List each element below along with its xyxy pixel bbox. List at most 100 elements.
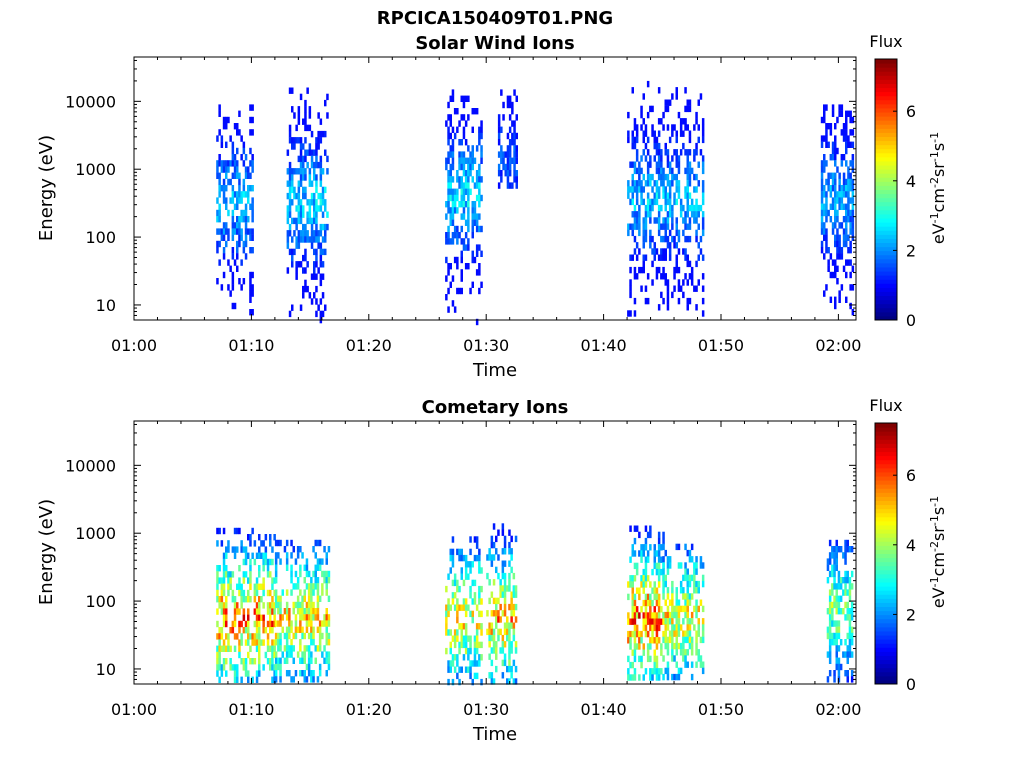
flux-cell [295, 217, 298, 225]
flux-cell [693, 605, 696, 613]
flux-cell [837, 657, 841, 664]
flux-cell [846, 589, 849, 596]
flux-cell [475, 542, 479, 549]
flux-cell [258, 602, 261, 609]
flux-cell [305, 601, 309, 609]
flux-cell [512, 610, 516, 617]
flux-cell [229, 627, 232, 634]
flux-cell [451, 561, 455, 568]
flux-cell [662, 217, 665, 224]
flux-cell [851, 234, 855, 241]
flux-cell [291, 261, 294, 268]
cometary-colorbar-label: eV-1cm-2sr-1s-1 [928, 496, 948, 608]
colorbar-segment [875, 112, 897, 117]
flux-cell [247, 670, 250, 677]
flux-cell [842, 123, 846, 130]
flux-cell [249, 185, 252, 192]
flux-cell [288, 130, 292, 138]
flux-cell [655, 661, 659, 669]
flux-cell [478, 188, 481, 195]
flux-cell [464, 641, 468, 649]
flux-cell [447, 287, 450, 295]
flux-cell [664, 611, 667, 619]
flux-cell [218, 658, 221, 665]
flux-cell [662, 192, 665, 199]
flux-cell [828, 620, 832, 627]
flux-cell [627, 637, 630, 644]
flux-cell [460, 269, 463, 276]
flux-cell [649, 606, 652, 613]
flux-cell [247, 185, 250, 192]
flux-cell [835, 657, 838, 664]
flux-cell [225, 552, 228, 559]
flux-cell [462, 244, 466, 251]
flux-cell [242, 209, 246, 217]
flux-cell [497, 616, 500, 623]
flux-cell [649, 544, 652, 551]
flux-cell [296, 608, 300, 615]
flux-cell [321, 211, 325, 218]
flux-cell [844, 558, 847, 565]
flux-cell [319, 223, 323, 231]
flux-cell [695, 229, 698, 237]
flux-cell [638, 248, 641, 255]
flux-cell [490, 610, 494, 617]
flux-cell [227, 259, 230, 266]
flux-cell [653, 637, 656, 644]
flux-cell [688, 273, 692, 280]
flux-cell [701, 667, 705, 675]
flux-cell [317, 205, 320, 212]
flux-cell [675, 587, 678, 594]
flux-cell [827, 141, 830, 148]
flux-cell [262, 552, 265, 559]
flux-cell [231, 627, 235, 634]
colorbar-segment [875, 254, 897, 260]
flux-cell [464, 95, 468, 102]
flux-cell [682, 217, 685, 224]
flux-cell [222, 178, 226, 186]
flux-cell [673, 198, 676, 206]
flux-cell [627, 310, 630, 317]
flux-cell [288, 124, 292, 132]
flux-cell [503, 579, 507, 586]
flux-cell [675, 186, 678, 193]
flux-cell [677, 155, 681, 162]
flux-cell [271, 664, 274, 671]
flux-cell [301, 632, 304, 640]
flux-cell [684, 217, 687, 224]
flux-cell [458, 666, 461, 673]
colorbar-segment [875, 283, 897, 288]
flux-cell [291, 168, 294, 175]
flux-cell [227, 577, 230, 584]
flux-cell [514, 535, 518, 543]
flux-cell [318, 645, 322, 652]
flux-cell [677, 297, 681, 305]
x-tick-label: 01:20 [346, 336, 392, 355]
flux-cell [675, 642, 678, 650]
flux-cell [229, 577, 232, 584]
flux-cell [486, 554, 489, 561]
flux-cell [627, 136, 630, 144]
flux-cell [258, 639, 261, 646]
flux-cell [321, 651, 324, 658]
flux-cell [847, 110, 850, 117]
flux-cell [679, 130, 683, 137]
flux-cell [229, 135, 232, 142]
flux-cell [471, 598, 474, 605]
x-tick-label: 01:10 [228, 700, 274, 719]
flux-cell [480, 145, 483, 152]
flux-cell [679, 124, 683, 131]
flux-cell [253, 620, 257, 628]
flux-cell [499, 579, 502, 586]
flux-cell [451, 145, 455, 152]
flux-cell [281, 651, 284, 658]
flux-cell [831, 552, 834, 559]
flux-cell [317, 230, 320, 237]
flux-cell [218, 633, 221, 640]
flux-cell [642, 254, 645, 261]
y-tick-label: 100 [85, 228, 116, 247]
flux-cell [294, 614, 298, 621]
flux-cell [327, 663, 331, 671]
flux-cell [318, 620, 322, 627]
flux-cell [236, 172, 239, 179]
